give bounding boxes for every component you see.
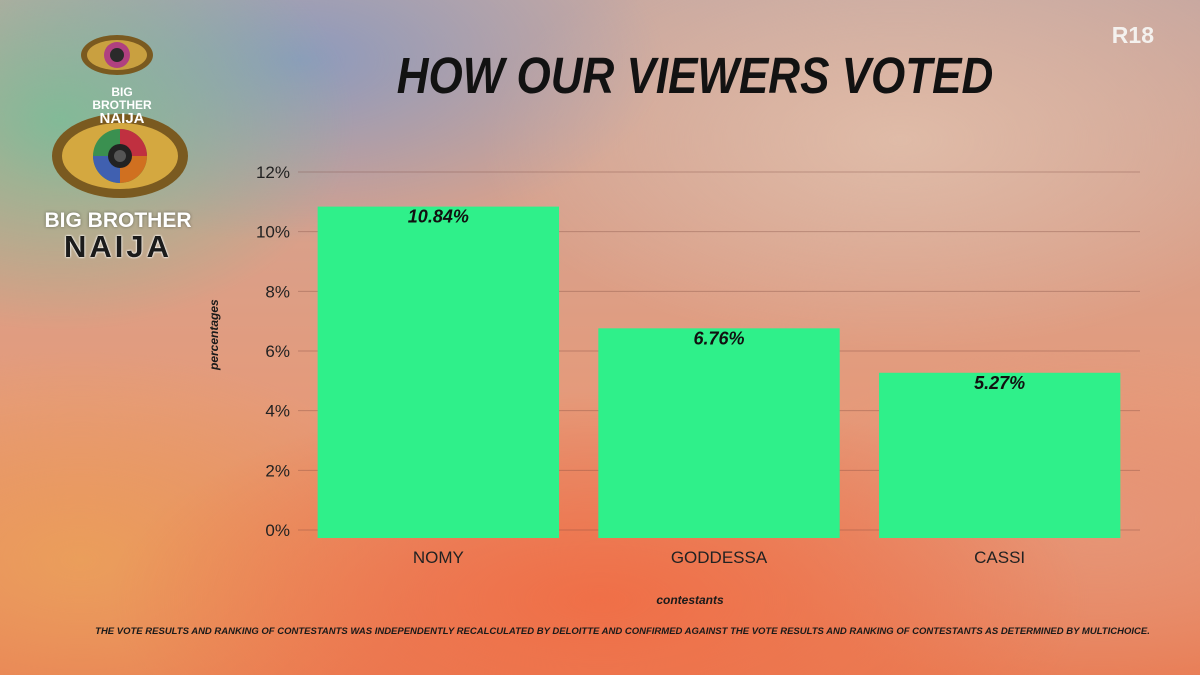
bbnaija-logo: [52, 35, 188, 198]
logo-large-line2: NAIJA: [63, 229, 172, 264]
y-tick-label: 6%: [265, 342, 290, 361]
bar: [598, 328, 840, 538]
bar: [317, 206, 560, 538]
rating-badge: R18: [1111, 22, 1154, 48]
logo-text-small: BIG BROTHER NAIJA: [82, 85, 162, 127]
chart-title: HOW OUR VIEWERS VOTED: [396, 48, 994, 105]
data-label: 6.76%: [693, 328, 744, 348]
x-category-label: GODDESSA: [671, 548, 768, 567]
logo-text-large: BIG BROTHER NAIJA: [38, 208, 198, 264]
y-axis-label: percentages: [207, 299, 221, 370]
y-tick-label: 0%: [265, 521, 290, 540]
y-tick-label: 10%: [256, 223, 290, 242]
data-label: 10.84%: [408, 207, 469, 227]
y-tick-label: 8%: [265, 282, 290, 301]
data-label: 5.27%: [974, 373, 1025, 393]
y-tick-label: 4%: [265, 402, 290, 421]
eye-icon-small: [81, 35, 153, 75]
x-category-label: CASSI: [974, 548, 1025, 567]
eye-icon-large: [52, 114, 188, 198]
logo-large-line1: BIG BROTHER: [44, 209, 192, 232]
bar: [878, 372, 1121, 538]
y-tick-label: 12%: [256, 163, 290, 182]
y-tick-label: 2%: [265, 461, 290, 480]
logo-small-line2: NAIJA: [99, 110, 145, 127]
footnote: THE VOTE RESULTS AND RANKING OF CONTESTA…: [95, 626, 1150, 637]
x-axis-label: contestants: [656, 593, 724, 607]
logo-small-line1: BIG BROTHER: [92, 85, 152, 112]
x-category-label: NOMY: [413, 548, 464, 567]
